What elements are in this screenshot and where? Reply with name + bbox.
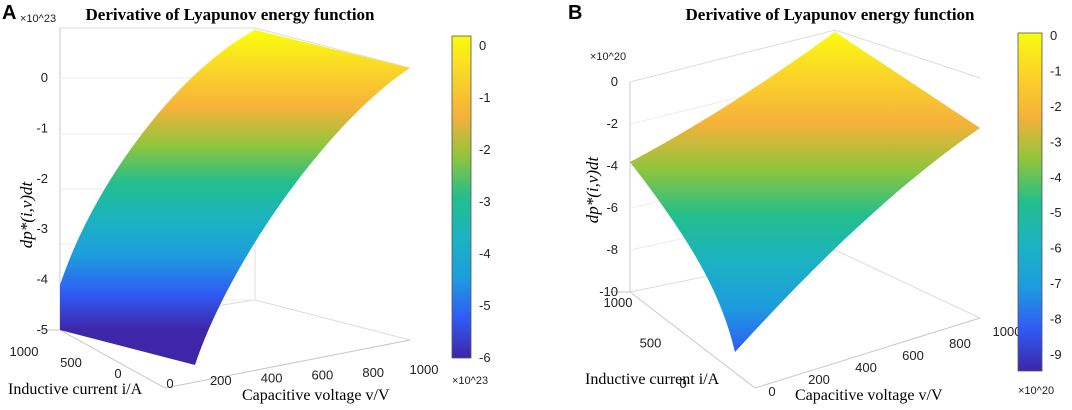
- colorbar-tick-label: 0: [479, 38, 486, 53]
- colorbar-tick-label: -1: [1050, 63, 1062, 78]
- z-axis-label-a: dp*(i,v)dt: [17, 180, 36, 248]
- z-tick-label: 0: [611, 74, 618, 89]
- i-tick-label: 500: [640, 336, 662, 351]
- v-tick-label: 0: [166, 376, 173, 391]
- z-ticks-a: 0 -1 -2 -3 -4 -5: [36, 70, 48, 337]
- z-tick-label: -8: [606, 242, 618, 257]
- colorbar-tick-label: -5: [479, 298, 491, 313]
- colorbar-tick-label: -1: [479, 90, 491, 105]
- v-tick-label: 800: [362, 365, 384, 380]
- v-ticks-a: 0 200 400 600 800 1000: [166, 362, 438, 391]
- colorbar-tick-label: -9: [1050, 347, 1062, 362]
- v-tick-label: 200: [210, 373, 232, 388]
- i-axis-label-b: Inductive current i/A: [585, 371, 720, 388]
- colorbar-tick-label: -2: [479, 142, 491, 157]
- colorbar-tick-label: -5: [1050, 205, 1062, 220]
- i-tick-label: 0: [679, 376, 686, 391]
- z-tick-label: -10: [599, 284, 618, 299]
- z-tick-label: -5: [36, 322, 48, 337]
- z-multiplier-a: ×10^23: [20, 13, 56, 25]
- i-ticks-a: 1000 500 0: [10, 344, 122, 381]
- colorbar-tick-label: -4: [1050, 170, 1062, 185]
- panel-label-a: A: [2, 2, 17, 24]
- chart-title-a: Derivative of Lyapunov energy function: [85, 5, 375, 24]
- surface-b: [630, 32, 980, 352]
- i-tick-label: 0: [114, 366, 121, 381]
- colorbar-tick-label: -3: [1050, 134, 1062, 149]
- i-tick-label: 500: [60, 355, 82, 370]
- z-tick-label: -4: [606, 158, 618, 173]
- v-tick-label: 400: [855, 360, 877, 375]
- chart-title-b: Derivative of Lyapunov energy function: [685, 5, 975, 24]
- v-tick-label: 600: [902, 348, 924, 363]
- colorbar-a: [451, 35, 472, 359]
- panel-label-b: B: [568, 2, 583, 24]
- i-tick-label: 1000: [10, 344, 39, 359]
- chart-panel-a: A Derivative of Lyapunov energy function…: [2, 2, 491, 404]
- colorbar-tick-label: -7: [1050, 276, 1062, 291]
- chart-panel-b: B Derivative of Lyapunov energy function…: [540, 0, 1072, 410]
- z-tick-label: -4: [36, 272, 48, 287]
- v-ticks-b: 0 200 400 600 800 1000: [768, 324, 1021, 399]
- colorbar-multiplier-b: ×10^20: [1018, 385, 1054, 397]
- v-tick-label: 0: [768, 384, 775, 399]
- colorbar-ticks-b: 0 -1 -2 -3 -4 -5 -6 -7 -8 -9: [1050, 28, 1062, 362]
- v-tick-label: 200: [808, 372, 830, 387]
- v-tick-label: 1000: [993, 324, 1022, 339]
- v-tick-label: 600: [312, 368, 334, 383]
- v-axis-label-b: Capacitive voltage v/V: [795, 387, 943, 404]
- z-axis-label-b: dp*(i,v)dt: [583, 155, 602, 223]
- colorbar-tick-label: -6: [1050, 241, 1062, 256]
- z-multiplier-b: ×10^20: [590, 51, 626, 63]
- colorbar-tick-label: -3: [479, 194, 491, 209]
- z-tick-label: 0: [41, 70, 48, 85]
- v-tick-label: 800: [949, 336, 971, 351]
- i-ticks-b: 1000 500 0: [604, 295, 687, 391]
- z-tick-label: -2: [606, 116, 618, 131]
- i-axis-label-a: Inductive current i/A: [8, 381, 143, 398]
- z-tick-label: -1: [36, 120, 48, 135]
- v-axis-label-a: Capacitive voltage v/V: [242, 387, 390, 404]
- z-tick-label: -3: [36, 221, 48, 236]
- z-tick-label: -2: [36, 171, 48, 186]
- colorbar-b: [1017, 32, 1043, 372]
- colorbar-tick-label: -8: [1050, 312, 1062, 327]
- colorbar-tick-label: -2: [1050, 99, 1062, 114]
- v-tick-label: 1000: [410, 362, 439, 377]
- z-tick-label: -6: [606, 200, 618, 215]
- v-tick-label: 400: [261, 370, 283, 385]
- colorbar-tick-label: -6: [479, 350, 491, 365]
- colorbar-ticks-a: 0 -1 -2 -3 -4 -5 -6: [479, 38, 491, 365]
- surface-plot-a: ×10^23 0 -1 -2 -3 -4 -5 1000 500 0 0 200 400 600 80…: [8, 13, 491, 404]
- colorbar-multiplier-a: ×10^23: [452, 375, 488, 387]
- i-tick-label: 1000: [604, 295, 633, 310]
- surface-a: [60, 30, 410, 365]
- colorbar-tick-label: 0: [1050, 28, 1057, 43]
- z-ticks-b: 0 -2 -4 -6 -8 -10: [599, 74, 618, 299]
- colorbar-tick-label: -4: [479, 246, 491, 261]
